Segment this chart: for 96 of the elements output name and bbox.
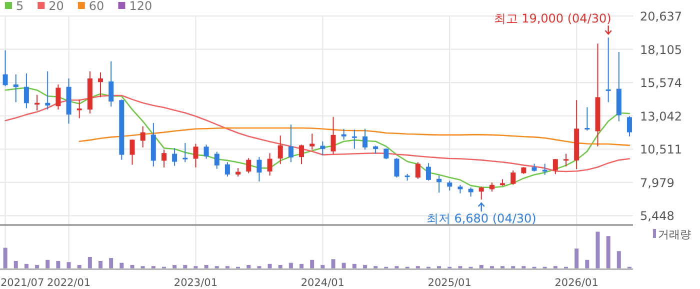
bar	[24, 264, 28, 268]
candlestick	[394, 158, 400, 178]
line-series	[78, 127, 630, 146]
bar	[172, 265, 177, 268]
bar	[46, 260, 50, 268]
candlestick	[98, 72, 104, 98]
bar	[56, 260, 60, 268]
candlestick	[246, 158, 252, 174]
bar	[109, 258, 114, 268]
bar	[88, 256, 92, 268]
candlestick	[352, 129, 357, 150]
y-tick-label: 20,637	[640, 10, 682, 24]
annotation: 최저 6,680 (04/30)	[426, 211, 536, 226]
bar	[278, 265, 282, 268]
bar	[616, 251, 621, 268]
candlestick	[2, 50, 8, 87]
candlestick	[341, 128, 346, 140]
bar	[120, 262, 124, 268]
candlestick	[24, 72, 29, 109]
bar	[362, 265, 367, 268]
x-tick-label: 2025/01	[428, 277, 472, 289]
candlestick	[267, 152, 272, 176]
x-tick-label: 2023/01	[174, 277, 218, 289]
bar	[342, 262, 346, 268]
candlestick	[224, 162, 230, 177]
bar	[35, 265, 40, 268]
y-tick-label: 7,979	[640, 176, 674, 190]
legend-label: 120	[129, 0, 152, 13]
x-tick-label: 2026/01	[554, 277, 598, 289]
x-tick-label: 2021/07	[0, 277, 44, 289]
annotation: 최고 19,000 (04/30)	[494, 12, 612, 26]
candlestick	[552, 158, 558, 175]
candlestick	[468, 187, 474, 198]
bar	[288, 262, 293, 268]
candlestick	[45, 70, 50, 110]
candlestick	[584, 106, 590, 132]
candlestick	[193, 143, 198, 168]
bar	[66, 262, 71, 268]
bar	[606, 236, 610, 268]
x-tick-label: 2024/01	[300, 277, 344, 289]
bar	[331, 259, 336, 268]
legend-label: 거래량	[658, 228, 691, 241]
y-tick-label: 15,574	[640, 76, 682, 90]
candlestick	[256, 156, 262, 182]
bar	[352, 264, 356, 268]
candlestick	[288, 124, 294, 163]
bar	[320, 265, 325, 268]
bar	[246, 265, 251, 268]
candlestick	[606, 37, 611, 103]
candlestick	[161, 149, 166, 168]
y-tick-label: 10,511	[640, 142, 682, 157]
y-tick-label: 13,042	[640, 109, 682, 124]
candlestick	[320, 140, 326, 156]
candlestick	[13, 74, 18, 103]
y-tick-label: 5,448	[640, 209, 674, 224]
legend-label: 20	[48, 0, 64, 13]
candlestick	[108, 60, 114, 108]
candlestick	[204, 144, 209, 160]
candlestick	[563, 153, 568, 167]
bar	[14, 260, 18, 268]
y-tick-label: 18,105	[640, 42, 682, 57]
candlestick	[299, 144, 304, 165]
bar	[300, 264, 304, 268]
bar	[183, 265, 188, 268]
candlestick	[426, 162, 431, 182]
legend-label: 60	[88, 0, 104, 13]
bar	[77, 265, 82, 268]
candlestick	[447, 180, 452, 192]
candlestick	[415, 162, 420, 180]
bar	[310, 260, 314, 268]
bar	[98, 260, 103, 268]
candlestick	[478, 186, 484, 200]
bar	[3, 248, 8, 268]
legend-label: 5	[16, 0, 24, 13]
candlestick	[310, 133, 315, 150]
bar	[130, 265, 134, 268]
candlestick	[489, 182, 494, 192]
x-tick-label: 2022/01	[46, 277, 91, 289]
candlestick	[140, 126, 146, 148]
candlestick	[130, 139, 135, 166]
candlestick	[626, 116, 632, 137]
candlestick	[56, 84, 61, 110]
candlestick	[278, 135, 283, 165]
candlestick	[172, 148, 178, 166]
bar	[204, 265, 208, 268]
candlestick	[362, 128, 368, 150]
bar	[574, 248, 579, 268]
bar	[479, 265, 484, 268]
candlestick	[436, 175, 442, 194]
candlestick	[510, 170, 516, 186]
bar	[596, 232, 600, 268]
candlestick	[214, 151, 220, 170]
bar	[268, 264, 272, 268]
bar	[585, 260, 590, 268]
candlestick	[330, 116, 336, 155]
candlestick	[182, 142, 188, 163]
